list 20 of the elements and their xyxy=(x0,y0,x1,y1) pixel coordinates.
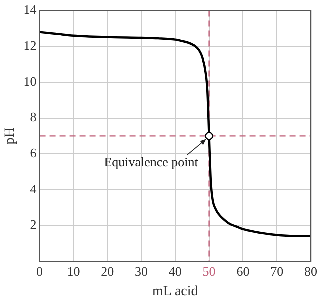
x-tick-label: 50 xyxy=(202,264,216,279)
y-tick-label: 4 xyxy=(30,181,38,196)
x-tick-label: 70 xyxy=(270,264,284,279)
x-tick-label: 40 xyxy=(168,264,182,279)
x-axis-title: mL acid xyxy=(152,284,198,300)
y-tick-label: 14 xyxy=(24,2,38,18)
x-tick-label: 60 xyxy=(236,264,250,279)
x-tick-label: 20 xyxy=(101,264,114,279)
annotation: Equivalence point xyxy=(104,154,199,170)
y-tick-label: 2 xyxy=(30,217,37,232)
line-series xyxy=(40,31,311,238)
y-tick-label: 8 xyxy=(30,110,37,125)
x-tick-label: 10 xyxy=(67,264,80,279)
x-tick-label: 80 xyxy=(304,264,318,279)
y-tick-label: 12 xyxy=(24,38,37,54)
y-tick-label: 10 xyxy=(24,74,37,89)
y-tick-label: 6 xyxy=(30,146,38,161)
y-axis-title: pH xyxy=(3,128,18,145)
x-tick-label: 30 xyxy=(135,264,148,279)
x-tick-label: 0 xyxy=(36,264,44,279)
